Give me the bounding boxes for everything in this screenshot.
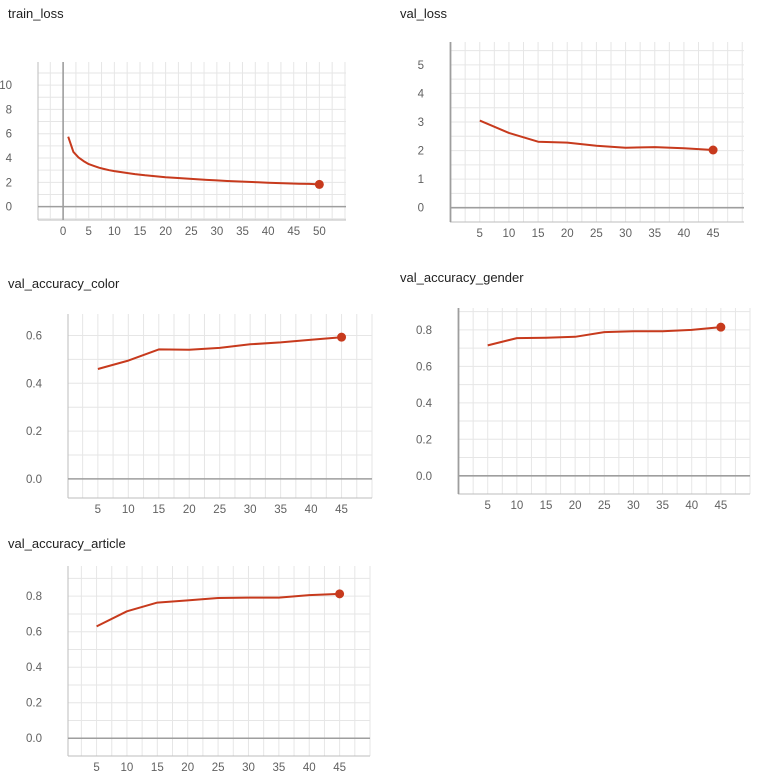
x-tick-label: 40: [262, 226, 275, 238]
last-point-marker: [337, 332, 347, 342]
chart-title: train_loss: [8, 6, 64, 21]
y-tick-label: 0: [418, 203, 424, 215]
x-tick-label: 30: [244, 504, 257, 516]
series-line: [96, 592, 340, 628]
x-tick-label: 40: [685, 500, 698, 512]
y-tick-label: 0.6: [26, 331, 42, 343]
x-tick-label: 20: [183, 504, 196, 516]
x-tick-label: 40: [303, 762, 316, 774]
x-tick-label: 25: [590, 228, 603, 240]
x-tick-label: 35: [648, 228, 661, 240]
x-tick-label: 15: [134, 226, 147, 238]
y-tick-label: 0.8: [416, 325, 432, 337]
y-tick-label: 0.2: [26, 698, 42, 710]
x-tick-label: 30: [619, 228, 632, 240]
y-tick-label: 0.4: [26, 662, 43, 674]
x-tick-label: 15: [151, 762, 164, 774]
x-tick-label: 35: [274, 504, 287, 516]
y-tick-label: 0.6: [26, 627, 42, 639]
val-accuracy-article-chart: 5 10 15 20 25 30 35 40 45 0.0 0.2 0.4 0.6 0.8: [26, 566, 371, 774]
y-tick-label: 0.2: [26, 426, 42, 438]
x-tick-label: 25: [185, 226, 198, 238]
y-tick-label: 0.0: [26, 733, 42, 745]
x-tick-label: 45: [287, 226, 300, 238]
y-tick-label: 0.6: [416, 361, 432, 373]
y-tick-label: 0.0: [416, 471, 432, 483]
x-tick-label: 5: [93, 762, 99, 774]
x-tick-label: 15: [152, 504, 165, 516]
chart-title: val_accuracy_gender: [400, 270, 524, 285]
y-tick-label: 8: [6, 104, 12, 116]
last-point-marker: [335, 589, 345, 599]
x-tick-label: 45: [714, 500, 727, 512]
train-loss-chart: 0 5 10 15 20 25 30 35 40 45 50 0 2 4 6 8 10: [0, 62, 346, 238]
x-tick-label: 5: [485, 500, 491, 512]
last-point-marker: [314, 179, 324, 189]
y-tick-label: 0.2: [416, 434, 432, 446]
x-tick-label: 5: [477, 228, 483, 240]
x-tick-label: 35: [236, 226, 249, 238]
val-accuracy-article-panel: val_accuracy_article 5 10 15 20 25 30 35 40 45 0.…: [8, 536, 372, 784]
y-tick-label: 3: [418, 117, 424, 129]
y-tick-label: 5: [418, 60, 424, 72]
x-tick-label: 20: [159, 226, 172, 238]
y-tick-label: 0: [6, 202, 12, 214]
y-tick-label: 4: [6, 153, 13, 165]
x-tick-label: 15: [532, 228, 545, 240]
x-tick-label: 15: [540, 500, 553, 512]
val-accuracy-color-panel: val_accuracy_color 5 10 15 20 25 30 35 40 45 0.0 0…: [8, 276, 373, 526]
x-tick-label: 10: [122, 504, 135, 516]
x-tick-label: 10: [121, 762, 134, 774]
x-tick-label: 10: [510, 500, 523, 512]
x-tick-label: 30: [242, 762, 255, 774]
x-tick-label: 35: [656, 500, 669, 512]
x-tick-label: 20: [181, 762, 194, 774]
x-tick-label: 10: [108, 226, 121, 238]
series-line: [479, 119, 714, 151]
chart-title: val_accuracy_article: [8, 536, 126, 551]
val-loss-panel: val_loss 5 10 15 20 25 30 35 40 45 0 1 2 3 4 5: [400, 6, 770, 256]
x-tick-label: 40: [678, 228, 691, 240]
val-accuracy-gender-chart: 5 10 15 20 25 30 35 40 45 0.0 0.2 0.4 0.6 0.8: [416, 308, 751, 512]
y-tick-label: 2: [418, 146, 424, 158]
x-tick-label: 40: [305, 504, 318, 516]
x-tick-label: 30: [627, 500, 640, 512]
y-tick-label: 6: [6, 129, 12, 141]
x-tick-label: 25: [212, 762, 225, 774]
y-tick-label: 0.4: [26, 378, 43, 390]
last-point-marker: [708, 145, 718, 155]
y-tick-label: 1: [418, 174, 424, 186]
series-line: [487, 326, 721, 347]
x-tick-label: 45: [333, 762, 346, 774]
chart-title: val_loss: [400, 6, 447, 21]
x-tick-label: 5: [95, 504, 101, 516]
last-point-marker: [716, 322, 726, 332]
x-tick-label: 45: [335, 504, 348, 516]
x-tick-label: 30: [210, 226, 223, 238]
x-tick-label: 25: [213, 504, 226, 516]
x-tick-label: 45: [707, 228, 720, 240]
x-tick-label: 20: [569, 500, 582, 512]
x-tick-label: 25: [598, 500, 611, 512]
series-line: [97, 336, 342, 370]
x-tick-label: 20: [561, 228, 574, 240]
x-tick-label: 5: [86, 226, 92, 238]
val-accuracy-gender-panel: val_accuracy_gender 5 10 15 20 25 30 35 40 45 0.0…: [400, 270, 770, 520]
series-line: [67, 136, 320, 186]
y-tick-label: 0.0: [26, 474, 42, 486]
y-tick-label: 4: [418, 88, 425, 100]
y-tick-label: 0.8: [26, 591, 42, 603]
y-tick-label: 10: [0, 80, 12, 92]
x-tick-label: 50: [313, 226, 326, 238]
x-tick-label: 0: [60, 226, 66, 238]
y-tick-label: 0.4: [416, 398, 433, 410]
val-accuracy-color-chart: 5 10 15 20 25 30 35 40 45 0.0 0.2 0.4 0.6: [26, 314, 373, 516]
x-tick-label: 35: [272, 762, 285, 774]
chart-title: val_accuracy_color: [8, 276, 120, 291]
x-tick-label: 10: [503, 228, 516, 240]
y-tick-label: 2: [6, 177, 12, 189]
train-loss-panel: train_loss 0 5 10 15 20 25 30 35 40 45 50 0 2 4 6 8 10: [0, 6, 372, 256]
